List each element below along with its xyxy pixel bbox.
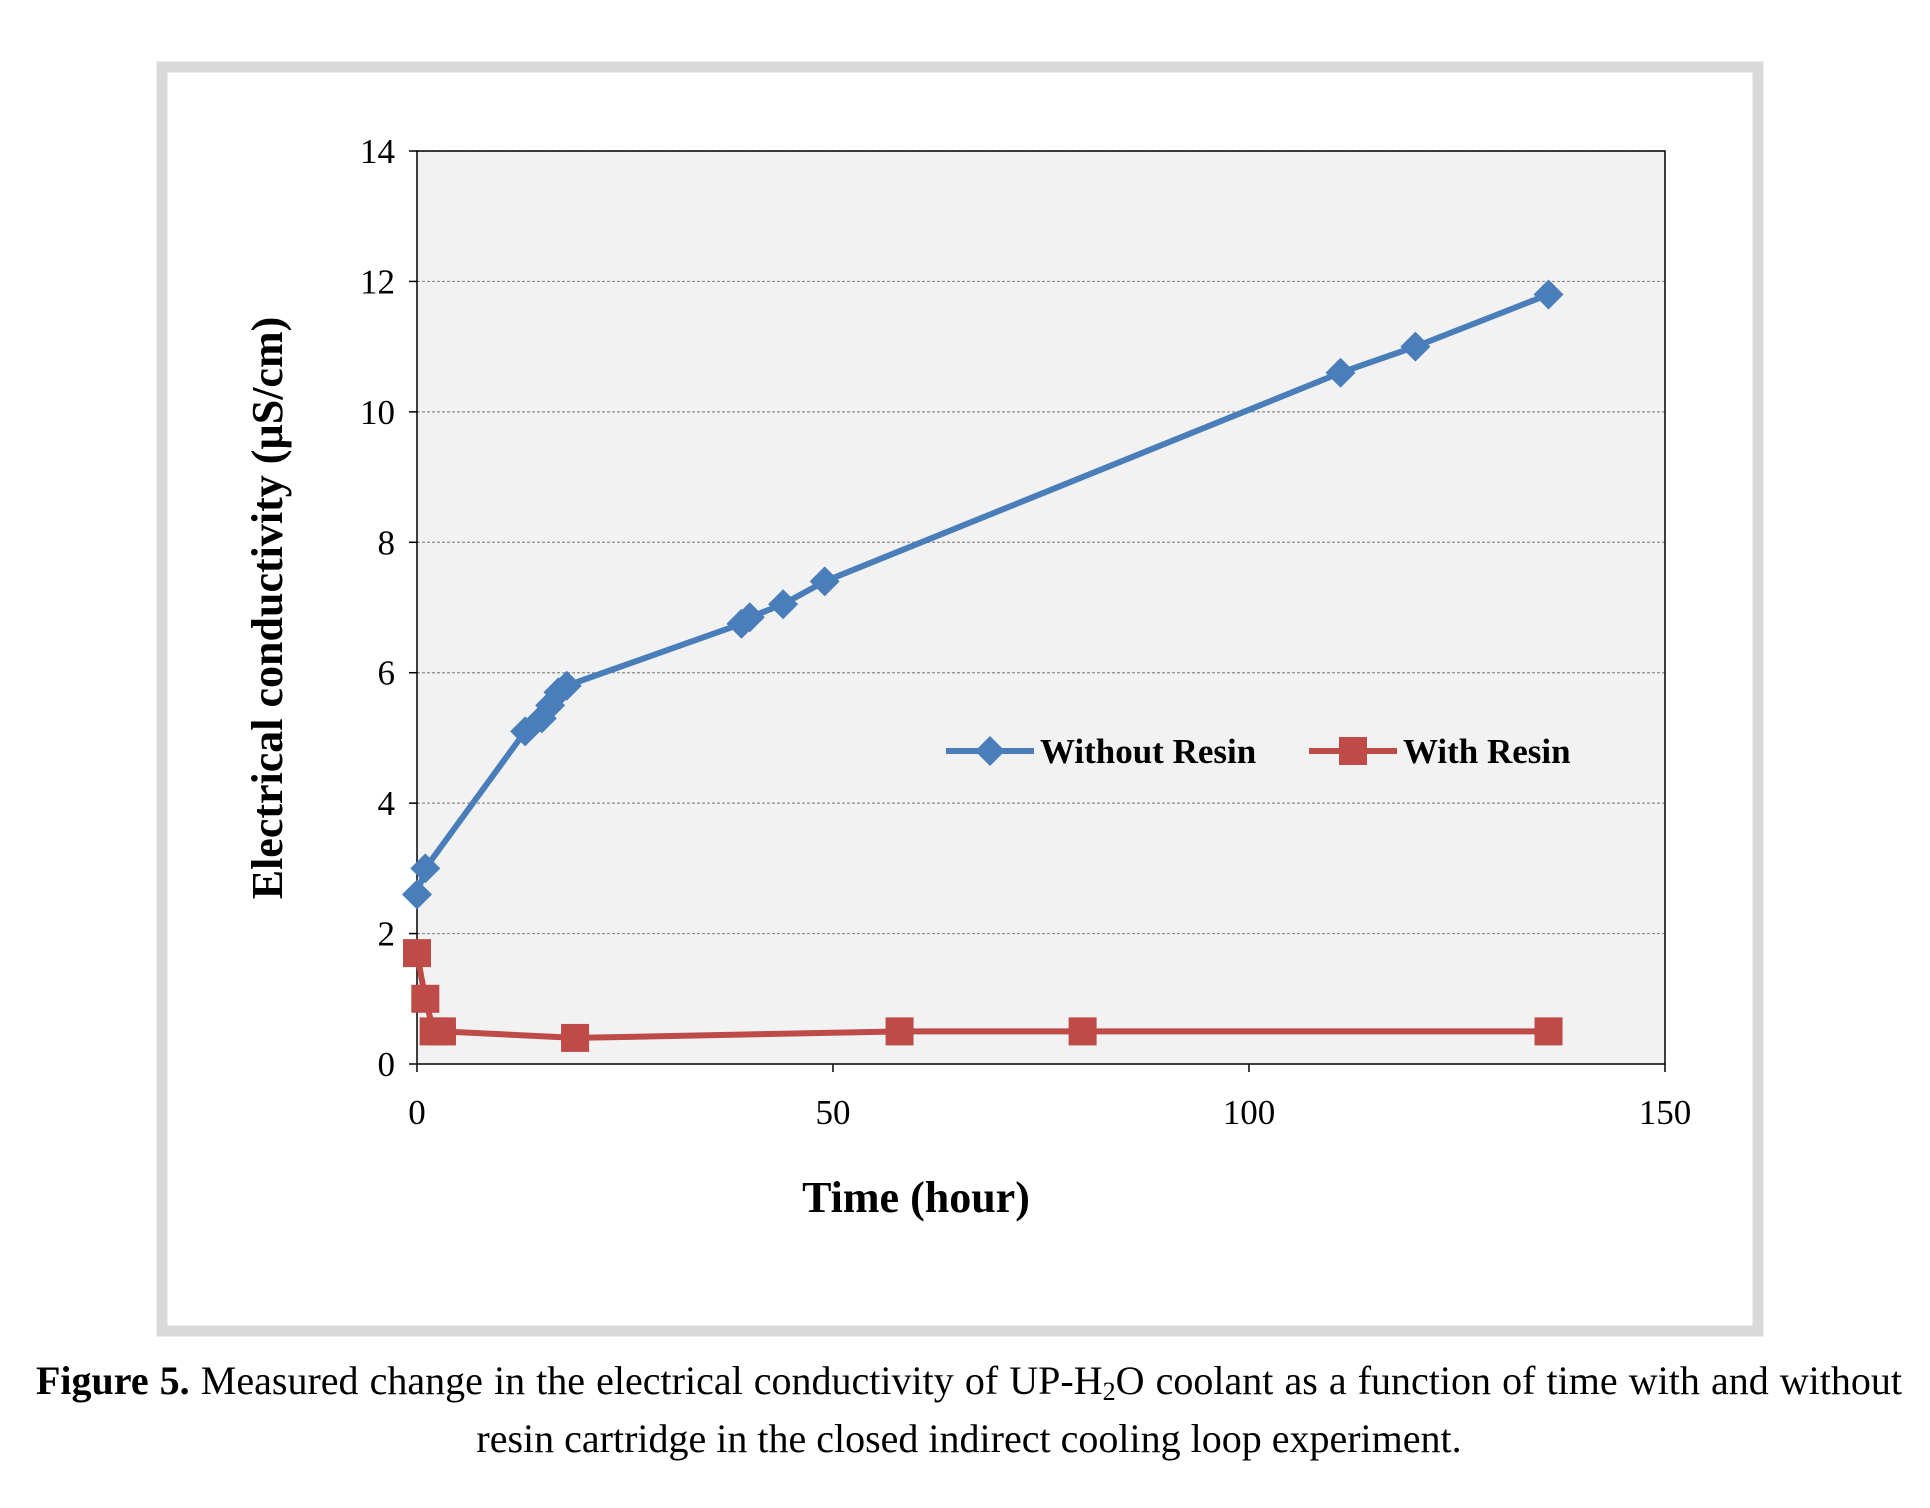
x-tick-label: 100: [1223, 1093, 1276, 1132]
marker: [768, 589, 799, 620]
x-tick-label: 50: [816, 1093, 851, 1132]
x-tick-label: 0: [408, 1093, 426, 1132]
marker: [551, 670, 582, 701]
plot-area: [417, 151, 1665, 1064]
caption-label: Figure 5.: [36, 1358, 190, 1403]
legend-label: Without Resin: [1040, 732, 1256, 771]
marker: [734, 602, 765, 633]
y-tick-label: 10: [360, 393, 395, 432]
x-tick-label: 150: [1639, 1093, 1692, 1132]
marker: [1400, 331, 1431, 362]
marker: [561, 1023, 590, 1052]
marker: [402, 879, 432, 910]
y-axis-label: Electrical conductivity (µS/cm): [243, 317, 292, 900]
marker: [885, 1017, 914, 1046]
plot-border: [416, 150, 1666, 1065]
legend-marker: [975, 736, 1005, 766]
legend-marker: [1339, 737, 1367, 765]
y-tick-label: 14: [360, 132, 395, 171]
marker: [1533, 279, 1564, 310]
legend-label: With Resin: [1403, 732, 1571, 771]
marker: [411, 984, 440, 1013]
y-tick-label: 12: [360, 262, 395, 301]
y-tick-label: 8: [378, 523, 396, 562]
marker: [427, 1017, 456, 1046]
y-tick-label: 0: [378, 1045, 396, 1084]
y-tick-label: 2: [378, 915, 396, 954]
marker: [809, 566, 840, 597]
marker: [403, 939, 431, 968]
caption: Figure 5. Measured change in the electri…: [36, 1352, 1902, 1468]
y-tick-label: 4: [378, 784, 396, 823]
chart: Time (hour) Electrical conductivity (µS/…: [156, 61, 1764, 1337]
caption-text: Measured change in the electrical conduc…: [200, 1358, 1103, 1403]
marker: [410, 853, 441, 884]
caption-text: O coolant as a function of time with and…: [476, 1358, 1903, 1461]
y-tick-label: 6: [378, 654, 396, 693]
marker: [1534, 1017, 1563, 1046]
marker: [1068, 1017, 1097, 1046]
caption-subscript: 2: [1102, 1377, 1116, 1406]
marker: [1325, 357, 1356, 388]
x-axis-label: Time (hour): [802, 1173, 1030, 1222]
